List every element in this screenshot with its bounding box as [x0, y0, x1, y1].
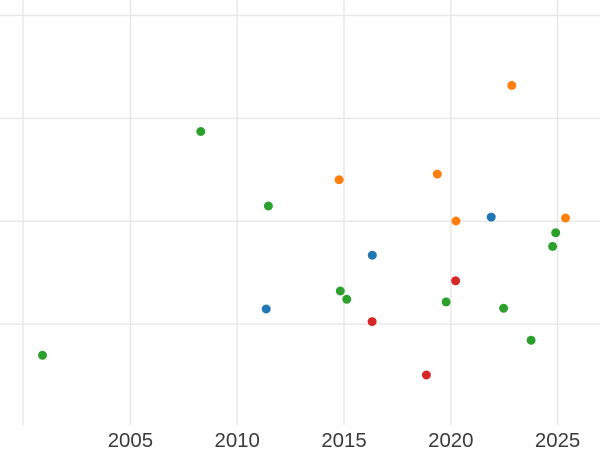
svg-text:2010: 2010 [215, 430, 260, 450]
svg-text:2015: 2015 [321, 430, 366, 450]
svg-text:2020: 2020 [428, 430, 473, 450]
svg-text:2025: 2025 [535, 430, 580, 450]
svg-text:2005: 2005 [108, 430, 153, 450]
